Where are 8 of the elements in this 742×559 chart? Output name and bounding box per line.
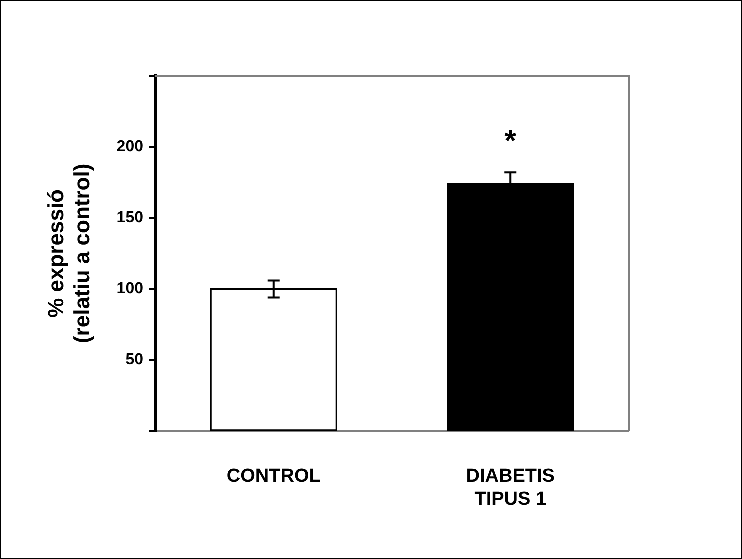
x-tick-label: CONTROL	[226, 466, 322, 488]
y-tick-label: 50	[126, 352, 144, 369]
x-tick-label: DIABETIS TIPUS 1	[466, 466, 555, 510]
y-tick-label: 100	[116, 280, 144, 298]
annotation: *	[504, 124, 517, 158]
y-tick-label: 200	[116, 138, 144, 156]
y-tick-label: 150	[116, 210, 144, 227]
y-axis-title: % expressió (relatiu a control)	[43, 164, 95, 344]
